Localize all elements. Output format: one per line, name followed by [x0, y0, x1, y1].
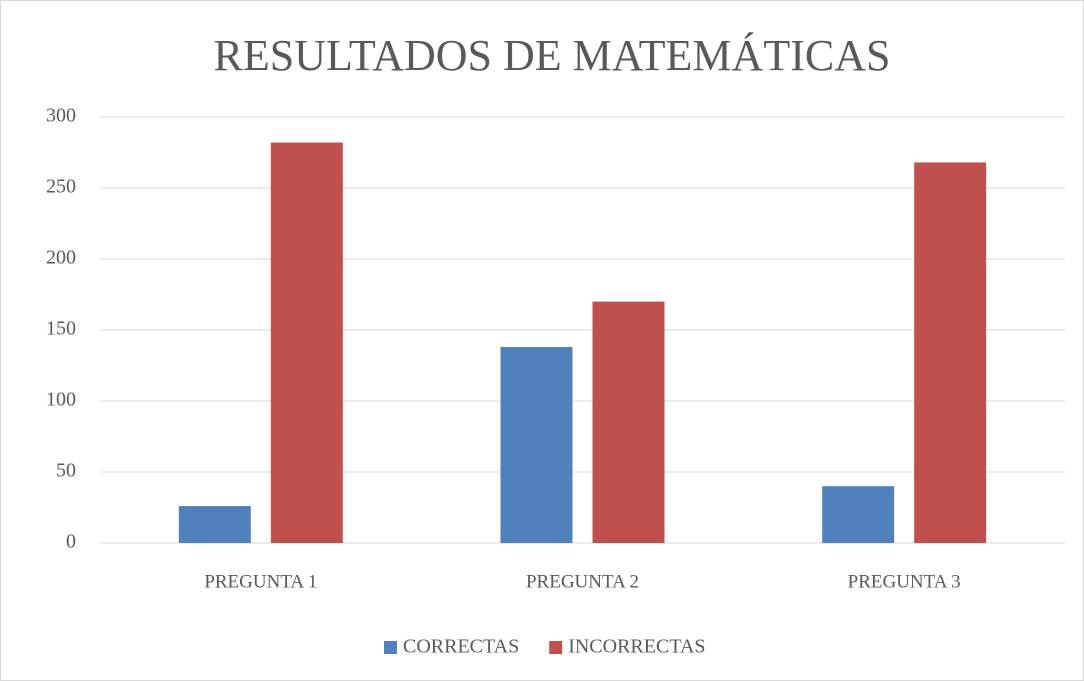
- bar: [270, 142, 343, 543]
- y-tick-label: 100: [46, 389, 76, 411]
- y-tick-label: 50: [56, 460, 76, 482]
- bar: [178, 506, 251, 543]
- y-tick-label: 150: [46, 318, 76, 340]
- bar: [500, 347, 573, 543]
- x-tick-label: PREGUNTA 2: [526, 571, 639, 592]
- bar: [914, 162, 987, 543]
- legend-label: CORRECTAS: [403, 636, 519, 658]
- chart-title: RESULTADOS DE MATEMÁTICAS: [214, 31, 891, 80]
- y-tick-label: 250: [46, 176, 76, 198]
- y-tick-label: 0: [66, 531, 76, 553]
- y-tick-label: 200: [46, 247, 76, 269]
- bar: [822, 486, 895, 543]
- legend-swatch: [549, 641, 563, 654]
- bar: [592, 301, 665, 543]
- x-tick-label: PREGUNTA 3: [848, 571, 961, 592]
- x-tick-label: PREGUNTA 1: [204, 571, 317, 592]
- y-tick-label: 300: [46, 105, 76, 127]
- legend-swatch: [384, 641, 397, 654]
- legend-label: INCORRECTAS: [568, 636, 705, 658]
